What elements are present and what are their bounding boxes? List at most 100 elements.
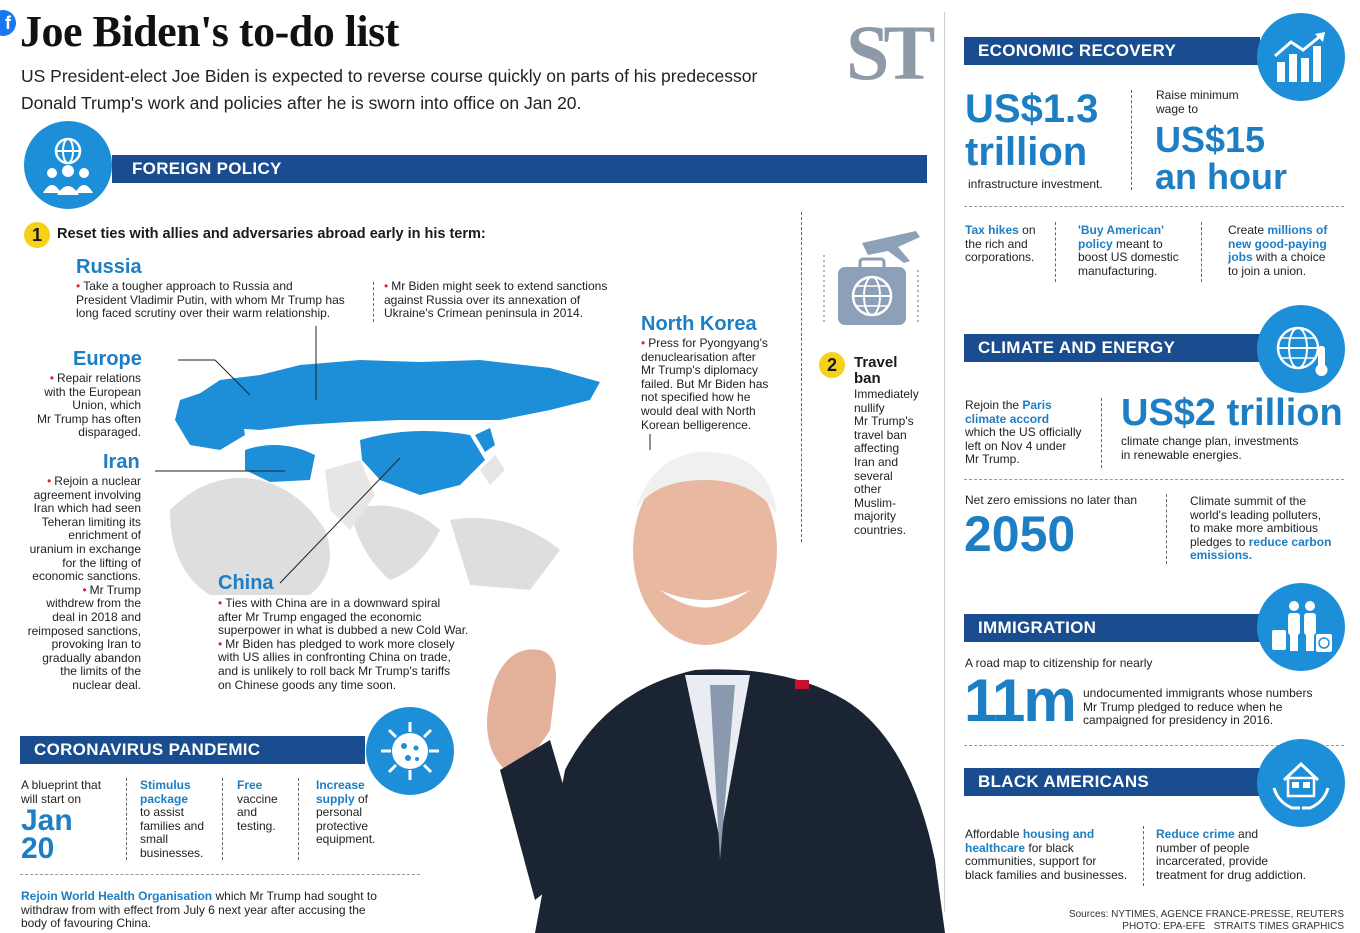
summit-text: Climate summit of the world's leading po… xyxy=(1190,494,1350,563)
immigration-big: 11m xyxy=(964,667,1077,734)
divider xyxy=(126,778,127,860)
wage-big-2: an hour xyxy=(1155,156,1287,197)
who-highlight: Rejoin World Health Organisation xyxy=(21,889,213,903)
divider xyxy=(1131,90,1132,190)
iran-line: Rejoin a nuclear xyxy=(10,474,141,489)
foreign-policy-globe-icon xyxy=(24,121,112,209)
buy-hl-2: policy xyxy=(1078,236,1113,251)
jobs-hl-3: jobs xyxy=(1228,250,1253,265)
immigration-text: undocumented immigrants whose numbers Mr… xyxy=(1083,686,1343,728)
divider xyxy=(801,212,802,542)
supply-line: equipment. xyxy=(316,832,376,847)
europe-line: Union, which xyxy=(72,398,141,413)
summit-line: world's leading polluters, xyxy=(1190,507,1322,522)
divider xyxy=(222,778,223,860)
divider xyxy=(964,479,1344,480)
buy-line: manufacturing. xyxy=(1078,263,1158,278)
iran-line: withdrew from the xyxy=(46,596,141,611)
who-line-2: withdraw from with effect from July 6 ne… xyxy=(21,902,366,917)
travel-line: Mr Trump's xyxy=(854,414,914,429)
divider xyxy=(964,745,1344,746)
iran-line: deal in 2018 and xyxy=(52,609,141,624)
nk-line: Mr Trump's diplomacy xyxy=(641,363,758,378)
north-korea-text: Press for Pyongyang's denuclearisation a… xyxy=(641,336,791,432)
economic-big-2: trillion xyxy=(965,130,1088,174)
climate-big: US$2 trillion xyxy=(1121,392,1343,434)
iran-line: enrichment of xyxy=(68,528,141,543)
paris-line: left on Nov 4 under xyxy=(965,438,1067,453)
wage-line-1: Raise minimum xyxy=(1156,88,1239,102)
stimulus-hl-2: package xyxy=(140,791,189,806)
coronavirus-heading: CORONAVIRUS PANDEMIC xyxy=(20,736,365,764)
covid-col-1: A blueprint that will start on xyxy=(21,778,126,806)
buy-american-text: 'Buy American' policy meant to boost US … xyxy=(1078,223,1193,278)
col1-pre: Affordable xyxy=(965,827,1023,841)
covid-col-4: Increase supply of personal protective e… xyxy=(316,778,406,847)
travel-ban-text: Immediately nullify Mr Trump's travel ba… xyxy=(854,387,934,538)
jobs-rest: with a choice xyxy=(1252,250,1326,265)
buy-hl-1: 'Buy American' xyxy=(1078,223,1164,237)
paris-hl-1: Paris xyxy=(1022,398,1052,412)
europe-line: disparaged. xyxy=(78,425,141,440)
immigration-line: campaigned for presidency in 2016. xyxy=(1083,713,1274,728)
wage-text: Raise minimum wage to xyxy=(1156,88,1239,116)
china-line: superpower in what is dubbed a new Cold … xyxy=(218,623,469,638)
russia-text: Take a tougher approach to Russia and Pr… xyxy=(76,279,366,321)
iran-line: Teheran limiting its xyxy=(41,514,141,529)
russia-line-2: President Vladimir Putin, with whom Mr T… xyxy=(76,292,345,307)
roadmap-text: A road map to citizenship for nearly xyxy=(965,656,1153,670)
divider xyxy=(1143,826,1144,886)
stimulus-line: small xyxy=(140,832,169,847)
col2-line: number of people xyxy=(1156,840,1250,855)
china-text: Ties with China are in a downward spiral… xyxy=(218,596,508,692)
nk-line: Press for Pyongyang's xyxy=(641,336,791,351)
buy-rest: meant to xyxy=(1112,236,1163,251)
net-zero-text: Net zero emissions no later than xyxy=(965,493,1138,507)
iran-line: for the lifting of xyxy=(62,555,141,570)
wage-line-2: wage to xyxy=(1156,101,1199,116)
travel-line: travel ban xyxy=(854,427,907,442)
travel-ban-title-1: Travel xyxy=(854,354,898,371)
divider xyxy=(1166,494,1167,564)
immigrants-luggage-icon xyxy=(1257,583,1345,671)
covid-blueprint-1: A blueprint that xyxy=(21,778,102,792)
photo-credit: PHOTO: EPA-EFE STRAITS TIMES GRAPHICS xyxy=(1122,921,1344,932)
stimulus-hl-1: Stimulus xyxy=(140,778,191,792)
black-americans-heading: BLACK AMERICANS xyxy=(964,768,1260,796)
climate-heading: CLIMATE AND ENERGY xyxy=(964,334,1260,362)
divider xyxy=(373,282,374,322)
economic-heading: ECONOMIC RECOVERY xyxy=(964,37,1260,65)
tax-line: corporations. xyxy=(965,250,1035,265)
summit-hl-1: reduce carbon xyxy=(1248,534,1332,549)
china-heading: China xyxy=(218,572,274,594)
travel-line: Immediately xyxy=(854,387,919,401)
china-line: on Chinese goods any time soon. xyxy=(218,677,397,692)
china-line: Ties with China are in a downward spiral xyxy=(218,596,508,611)
subtitle-line-1: US President-elect Joe Biden is expected… xyxy=(21,66,758,86)
economic-big-1: US$1.3 xyxy=(965,87,1099,131)
iran-line: economic sanctions. xyxy=(32,569,141,584)
divider xyxy=(1101,398,1102,468)
supply-line: protective xyxy=(316,818,369,833)
infra-text: infrastructure investment. xyxy=(968,177,1103,191)
china-line: after Mr Trump engaged the economic xyxy=(218,609,422,624)
iran-line: Mr Trump xyxy=(10,583,141,598)
nk-line: denuclearisation after xyxy=(641,349,756,364)
col1-rest: for black xyxy=(1025,840,1074,855)
iran-line: nuclear deal. xyxy=(72,677,141,692)
nk-line: not specified how he xyxy=(641,390,751,405)
covid-blueprint-2: will start on xyxy=(21,791,82,806)
iran-line: uranium in exchange xyxy=(29,541,141,556)
col2-rest: and xyxy=(1234,827,1259,841)
covid-col-3: Free vaccine and testing. xyxy=(237,778,292,833)
growth-chart-icon xyxy=(1257,13,1345,101)
china-line: with US allies in confronting China on t… xyxy=(218,650,451,665)
facebook-icon[interactable]: f xyxy=(0,10,16,36)
tax-text: Tax hikes on the rich and corporations. xyxy=(965,223,1055,265)
col1-hl-1: housing and xyxy=(1022,827,1095,841)
iran-heading: Iran xyxy=(103,451,140,473)
vaccine-hl: Free xyxy=(237,778,263,792)
virus-icon xyxy=(366,707,454,795)
covid-jan: Jan xyxy=(21,804,73,837)
russia-heading: Russia xyxy=(76,256,142,278)
